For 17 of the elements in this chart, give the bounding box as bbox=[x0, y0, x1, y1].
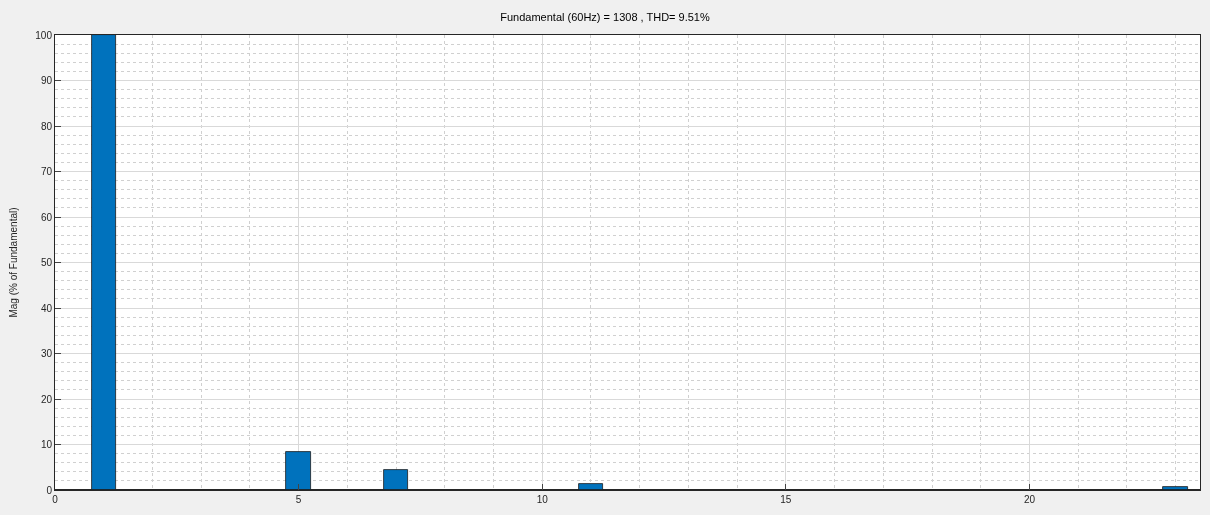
x-tick-label: 5 bbox=[295, 494, 302, 505]
y-tick-label: 70 bbox=[40, 166, 53, 177]
x-tick-label: 20 bbox=[1023, 494, 1036, 505]
y-tick-label: 40 bbox=[40, 302, 53, 314]
x-tick-label: 15 bbox=[780, 494, 792, 505]
y-axis-title: Mag (% of Fundamental) bbox=[8, 207, 20, 318]
x-tick-label: 10 bbox=[536, 494, 549, 505]
y-tick-label: 30 bbox=[40, 348, 53, 359]
y-tick-label: 100 bbox=[35, 29, 53, 41]
chart-title: Fundamental (60Hz) = 1308 , THD= 9.51% bbox=[500, 10, 710, 23]
y-tick-label: 60 bbox=[40, 211, 53, 223]
y-tick-label: 10 bbox=[40, 439, 53, 450]
y-tick-label: 90 bbox=[40, 75, 53, 86]
y-tick-label: 80 bbox=[40, 120, 53, 132]
y-tick-label: 50 bbox=[40, 257, 53, 268]
y-tick-label: 20 bbox=[40, 393, 53, 405]
y-tick-label: 0 bbox=[46, 484, 53, 496]
